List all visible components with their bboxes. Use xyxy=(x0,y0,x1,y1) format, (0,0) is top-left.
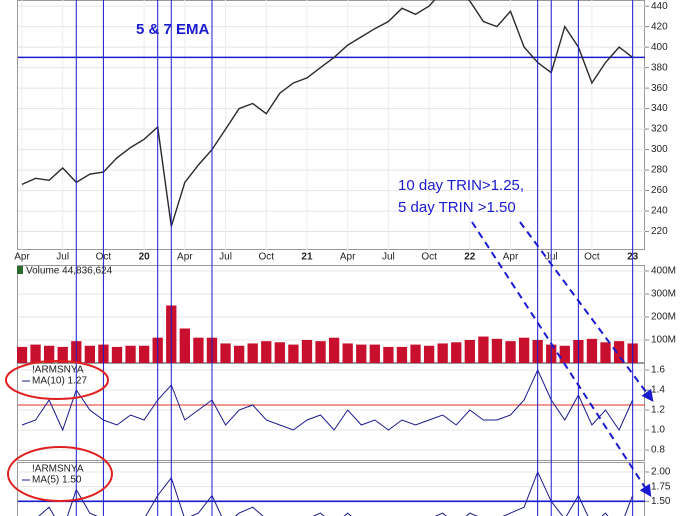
bar xyxy=(193,337,204,363)
y-tick-label: 380 xyxy=(651,62,668,73)
bar xyxy=(396,346,408,363)
chart-title: 5 & 7 EMA xyxy=(136,21,210,38)
y-tick-label: 0.8 xyxy=(651,445,665,456)
bar xyxy=(301,339,313,363)
bar xyxy=(518,337,530,363)
bar xyxy=(247,343,258,363)
bar xyxy=(57,346,68,363)
y-tick-label: 360 xyxy=(651,83,668,94)
x-tick-label: Apr xyxy=(14,252,30,263)
series-line xyxy=(21,368,634,432)
bar xyxy=(138,345,150,363)
bar xyxy=(491,338,503,363)
bar xyxy=(288,344,299,363)
series-line xyxy=(38,470,634,516)
y-tick-label: 400 xyxy=(651,42,668,53)
bar xyxy=(233,345,245,363)
bar xyxy=(559,345,570,363)
bar xyxy=(437,343,448,363)
x-tick-label: Apr xyxy=(503,252,519,263)
bar xyxy=(505,341,516,363)
highlight-ellipse xyxy=(5,360,109,400)
bar xyxy=(261,341,272,363)
annotation: 5 day TRIN >1.50 xyxy=(398,199,516,216)
bar xyxy=(478,336,489,363)
x-tick-label: 20 xyxy=(139,252,151,263)
bar xyxy=(30,344,41,363)
y-tick-label: 400M xyxy=(651,266,676,277)
series-line xyxy=(21,0,634,227)
legend-entry: MA(10) 1.27 xyxy=(32,376,87,387)
x-tick-label: Jul xyxy=(219,252,232,263)
y-tick-label: 2.00 xyxy=(651,467,671,478)
bar xyxy=(423,345,435,363)
legend-entry: Volume 44,836,624 xyxy=(26,266,113,277)
panel xyxy=(18,470,645,516)
y-tick-label: 1.4 xyxy=(651,385,665,396)
bar xyxy=(125,345,136,363)
y-tick-label: 100M xyxy=(651,335,676,346)
x-tick-label: Apr xyxy=(177,252,193,263)
bar xyxy=(410,344,421,363)
y-tick-label: 220 xyxy=(651,226,668,237)
x-tick-label: Apr xyxy=(340,252,356,263)
highlight-ellipse xyxy=(7,446,113,502)
x-tick-label: Jul xyxy=(56,252,69,263)
bar xyxy=(586,338,598,363)
x-tick-label: Oct xyxy=(421,252,437,263)
bar xyxy=(369,344,380,363)
y-tick-label: 280 xyxy=(651,165,668,176)
y-tick-label: 1.2 xyxy=(651,405,665,416)
bar xyxy=(179,328,190,363)
bar xyxy=(43,345,55,363)
x-tick-label: Oct xyxy=(258,252,274,263)
x-tick-label: Oct xyxy=(584,252,600,263)
bar xyxy=(600,342,611,363)
y-tick-label: 1.0 xyxy=(651,425,665,436)
panel-title: !ARMSNYA xyxy=(32,464,84,475)
x-tick-label: 21 xyxy=(301,252,313,263)
y-tick-label: 260 xyxy=(651,185,668,196)
bar xyxy=(451,342,462,363)
panel xyxy=(18,368,645,451)
panel-title: !ARMSNYA xyxy=(32,365,84,376)
bar xyxy=(464,339,475,363)
bar xyxy=(17,346,28,363)
legend-entry: MA(5) 1.50 xyxy=(32,475,82,486)
y-tick-label: 200M xyxy=(651,312,676,323)
y-tick-label: 300 xyxy=(651,144,668,155)
y-tick-label: 300M xyxy=(651,289,676,300)
bar xyxy=(383,346,394,363)
y-tick-label: 320 xyxy=(651,124,668,135)
x-tick-label: 22 xyxy=(464,252,476,263)
y-tick-label: 1.6 xyxy=(651,365,665,376)
bar xyxy=(111,346,123,363)
y-tick-label: 1.50 xyxy=(651,496,671,507)
bar xyxy=(328,337,340,363)
bar xyxy=(342,343,353,363)
y-tick-label: 440 xyxy=(651,1,668,12)
y-tick-label: 340 xyxy=(651,103,668,114)
volume-icon xyxy=(17,266,23,274)
bar xyxy=(613,341,625,363)
bar xyxy=(84,345,96,363)
bar xyxy=(356,344,367,363)
y-tick-label: 1.75 xyxy=(651,481,671,492)
y-tick-label: 420 xyxy=(651,21,668,32)
arrows xyxy=(471,221,654,498)
plot-layer: 220 240 260 280 300 320 340 360 380 400 420 440 Apr J… xyxy=(14,0,676,516)
bar xyxy=(274,342,285,363)
x-tick-label: Jul xyxy=(382,252,395,263)
bar xyxy=(315,341,326,363)
y-tick-label: 240 xyxy=(651,206,668,217)
annotation: 10 day TRIN>1.25, xyxy=(398,177,524,194)
bar xyxy=(220,343,231,363)
